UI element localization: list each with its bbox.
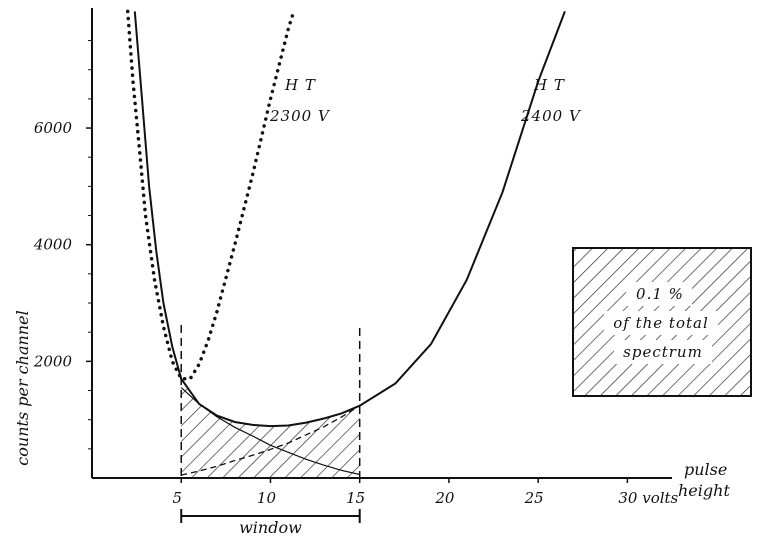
y-axis-label: counts per channel	[13, 310, 32, 465]
window-hatched-region	[181, 378, 360, 478]
legend-box-text-bg-1	[626, 282, 692, 306]
rising-component-dashed-curve	[181, 405, 361, 476]
y-tick-label: 6000	[34, 119, 73, 137]
x-tick-label: 20	[434, 489, 455, 507]
series-ht-2400-solid-curve	[133, 11, 566, 428]
window-label: window	[239, 518, 302, 537]
ht-2300-label-line2: 2300 V	[269, 107, 331, 125]
x-axis-label-line2: height	[678, 481, 730, 500]
y-tick-label: 4000	[33, 236, 73, 254]
y-tick-group: 2000 4000 6000	[33, 40, 92, 450]
series-group	[125, 9, 566, 476]
legend-box-line2: of the total	[613, 314, 709, 332]
x-axis-label-line1: pulse	[684, 460, 727, 479]
legend-box-text-bg-2	[604, 311, 718, 335]
legend-box-text-bg-3	[614, 340, 712, 364]
x-tick-label: 5	[172, 489, 182, 507]
series-ht-2300-dotted-curve	[125, 9, 296, 381]
ht-2400-label-line2: 2400 V	[520, 107, 582, 125]
legend-box-line1: 0.1 %	[636, 285, 684, 303]
decay-component-curve	[180, 387, 360, 476]
x-tick-group: 5 10 15 20 25 30 volts	[172, 478, 679, 507]
x-tick-label: 10	[257, 489, 277, 507]
x-tick-label: 30 volts	[618, 489, 678, 507]
x-tick-label: 25	[524, 489, 544, 507]
ht-2400-label-line1: H T	[533, 76, 565, 94]
y-tick-label: 2000	[33, 352, 73, 370]
x-tick-label: 15	[346, 489, 365, 507]
legend-box-line3: spectrum	[623, 343, 703, 361]
ht-2300-label-line1: H T	[284, 76, 316, 94]
